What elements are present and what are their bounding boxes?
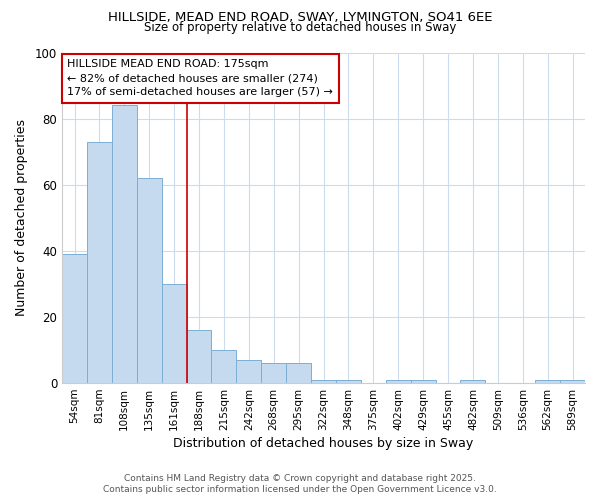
- Bar: [261, 363, 286, 383]
- Bar: [211, 350, 236, 383]
- Bar: [236, 360, 261, 383]
- Bar: [286, 363, 311, 383]
- X-axis label: Distribution of detached houses by size in Sway: Distribution of detached houses by size …: [173, 437, 473, 450]
- Bar: [62, 254, 87, 383]
- Text: Size of property relative to detached houses in Sway: Size of property relative to detached ho…: [144, 22, 456, 35]
- Bar: [87, 142, 112, 383]
- Bar: [112, 106, 137, 383]
- Bar: [386, 380, 410, 383]
- Bar: [161, 284, 187, 383]
- Text: HILLSIDE, MEAD END ROAD, SWAY, LYMINGTON, SO41 6EE: HILLSIDE, MEAD END ROAD, SWAY, LYMINGTON…: [108, 11, 492, 24]
- Bar: [535, 380, 560, 383]
- Bar: [460, 380, 485, 383]
- Bar: [560, 380, 585, 383]
- Text: HILLSIDE MEAD END ROAD: 175sqm
← 82% of detached houses are smaller (274)
17% of: HILLSIDE MEAD END ROAD: 175sqm ← 82% of …: [67, 59, 333, 97]
- Bar: [137, 178, 161, 383]
- Bar: [187, 330, 211, 383]
- Bar: [410, 380, 436, 383]
- Y-axis label: Number of detached properties: Number of detached properties: [15, 120, 28, 316]
- Text: Contains HM Land Registry data © Crown copyright and database right 2025.
Contai: Contains HM Land Registry data © Crown c…: [103, 474, 497, 494]
- Bar: [336, 380, 361, 383]
- Bar: [311, 380, 336, 383]
